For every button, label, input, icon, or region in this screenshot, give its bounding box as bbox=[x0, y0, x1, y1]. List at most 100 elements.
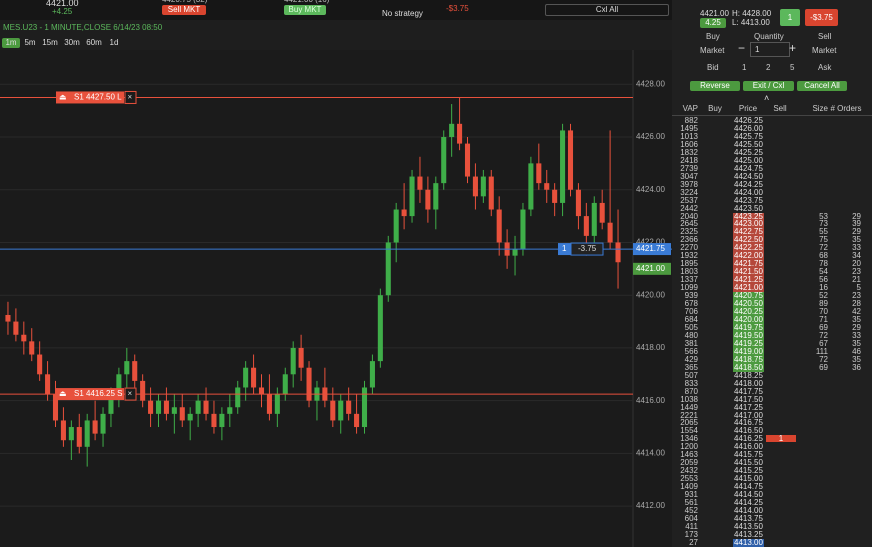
panel-position[interactable]: 1 bbox=[780, 9, 800, 26]
dom-price: 4420.75 bbox=[733, 291, 764, 301]
dom-price: 4420.00 bbox=[733, 315, 764, 324]
action-button[interactable]: Exit / Cxl bbox=[743, 81, 794, 91]
dom-price: 4416.00 bbox=[734, 442, 763, 452]
dom-price: 4424.25 bbox=[734, 179, 763, 189]
dom-vap: 2739 bbox=[680, 163, 698, 173]
collapse[interactable]: ˄ bbox=[764, 93, 770, 103]
dom-vap: 1495 bbox=[680, 123, 698, 133]
ask-label: Ask bbox=[818, 63, 832, 72]
dom-size: 53 bbox=[819, 211, 828, 221]
candle-body bbox=[179, 407, 185, 421]
candle-body bbox=[409, 176, 415, 217]
sell-type: Market bbox=[812, 46, 837, 55]
quantity-input[interactable]: 1 bbox=[750, 42, 790, 57]
dom-vap: 1832 bbox=[680, 147, 698, 157]
change: +4.25 bbox=[52, 7, 73, 16]
close-icon: × bbox=[128, 93, 133, 102]
panel-pnl: -$3.75 bbox=[805, 9, 838, 26]
dom-price: 4418.75 bbox=[733, 354, 764, 364]
plus[interactable]: + bbox=[789, 41, 797, 55]
minus[interactable]: − bbox=[738, 41, 746, 55]
candle-body bbox=[195, 400, 201, 414]
dom-size: 16 bbox=[819, 283, 828, 293]
sell-button[interactable]: Sell MKT bbox=[162, 5, 206, 15]
interval-button[interactable]: 30m bbox=[64, 38, 80, 47]
preset[interactable]: 2 bbox=[766, 63, 771, 72]
dom-orders: 29 bbox=[852, 322, 861, 332]
action-button[interactable]: Cancel All bbox=[797, 81, 847, 91]
interval-button[interactable]: 1m bbox=[2, 38, 20, 48]
dom-sell[interactable]: 1 bbox=[766, 435, 796, 443]
action-button[interactable]: Reverse bbox=[690, 81, 740, 91]
close-box bbox=[124, 387, 137, 401]
candle-body bbox=[401, 209, 407, 217]
dom-vap: 678 bbox=[684, 299, 698, 309]
buy-button[interactable]: Buy MKT bbox=[284, 5, 326, 15]
dom-price: 4420.25 bbox=[733, 307, 764, 317]
candle-body bbox=[155, 400, 162, 414]
y-tick-label: 4414.00 bbox=[636, 449, 665, 458]
dom-price: 4422.00 bbox=[733, 251, 764, 261]
dom-vap: 2442 bbox=[680, 203, 698, 213]
dom-vap: 1932 bbox=[680, 251, 698, 261]
order-label: S1 4416.25 S bbox=[74, 389, 122, 398]
candle-body bbox=[116, 374, 122, 395]
dom-size: 75 bbox=[819, 235, 828, 245]
dom-vap: 2221 bbox=[680, 410, 698, 420]
cancel-all[interactable]: Cxl All bbox=[545, 4, 669, 16]
dom-orders: 35 bbox=[852, 338, 861, 348]
dom-orders: 23 bbox=[852, 267, 861, 277]
candle-body bbox=[472, 176, 478, 197]
dom-orders: 39 bbox=[852, 219, 861, 229]
dom-size: 89 bbox=[819, 299, 828, 309]
dom-price: 4413.00 bbox=[733, 537, 764, 547]
candle-body bbox=[219, 413, 225, 428]
position-qty: 1 bbox=[562, 244, 567, 253]
candle-body bbox=[132, 361, 138, 381]
candle-body bbox=[258, 387, 265, 395]
candle-body bbox=[266, 394, 272, 414]
dom-vap: 1346 bbox=[680, 434, 698, 444]
dom-vap: 2059 bbox=[680, 458, 698, 468]
dom-price: 4422.50 bbox=[733, 235, 764, 245]
y-tick-label: 4428.00 bbox=[636, 79, 665, 88]
dom-orders: 28 bbox=[852, 299, 861, 309]
dom-orders: 21 bbox=[852, 275, 861, 285]
candle-body bbox=[433, 183, 439, 210]
sell-label: Sell bbox=[818, 32, 832, 41]
candle-body bbox=[354, 413, 360, 428]
candle-body bbox=[274, 394, 280, 414]
preset[interactable]: 1 bbox=[742, 63, 747, 72]
candle-body bbox=[251, 367, 257, 388]
dom-vap: 561 bbox=[684, 498, 698, 508]
dom-price: 4426.25 bbox=[734, 116, 763, 125]
dom-vap: 1554 bbox=[680, 426, 698, 436]
interval-button[interactable]: 60m bbox=[86, 38, 102, 47]
dom-vap: 2270 bbox=[680, 243, 698, 253]
dom-size: 69 bbox=[819, 362, 828, 372]
dom-price: 4422.25 bbox=[733, 243, 764, 253]
interval-button[interactable]: 15m bbox=[42, 38, 58, 47]
chart: 4412.00 4414.00 4416.00 4418.00 4420.00 4422.… bbox=[0, 50, 672, 547]
candle-body bbox=[100, 413, 106, 434]
dom-vap: 505 bbox=[684, 322, 698, 332]
candle-body bbox=[45, 374, 51, 395]
candle-body bbox=[528, 163, 534, 210]
candle-body bbox=[369, 361, 375, 388]
dom-orders: 42 bbox=[852, 307, 861, 317]
dom-size: 69 bbox=[819, 322, 828, 332]
dom-price: 4421.50 bbox=[733, 267, 764, 277]
preset[interactable]: 5 bbox=[790, 63, 795, 72]
interval-button[interactable]: 5m bbox=[24, 38, 36, 47]
dom-orders: 33 bbox=[852, 243, 861, 253]
dom-price: 4423.75 bbox=[734, 195, 763, 205]
candle-body bbox=[282, 374, 288, 395]
interval-button[interactable]: 1d bbox=[109, 38, 119, 47]
dom-price: 4423.25 bbox=[733, 211, 764, 221]
candle-body bbox=[148, 400, 154, 414]
position-price: 4421.75 bbox=[636, 244, 665, 253]
candle-body bbox=[21, 334, 27, 342]
y-tick-label: 4422.00 bbox=[636, 238, 665, 247]
dom-vap: 1337 bbox=[680, 275, 698, 285]
chart-toolbar bbox=[0, 20, 672, 50]
